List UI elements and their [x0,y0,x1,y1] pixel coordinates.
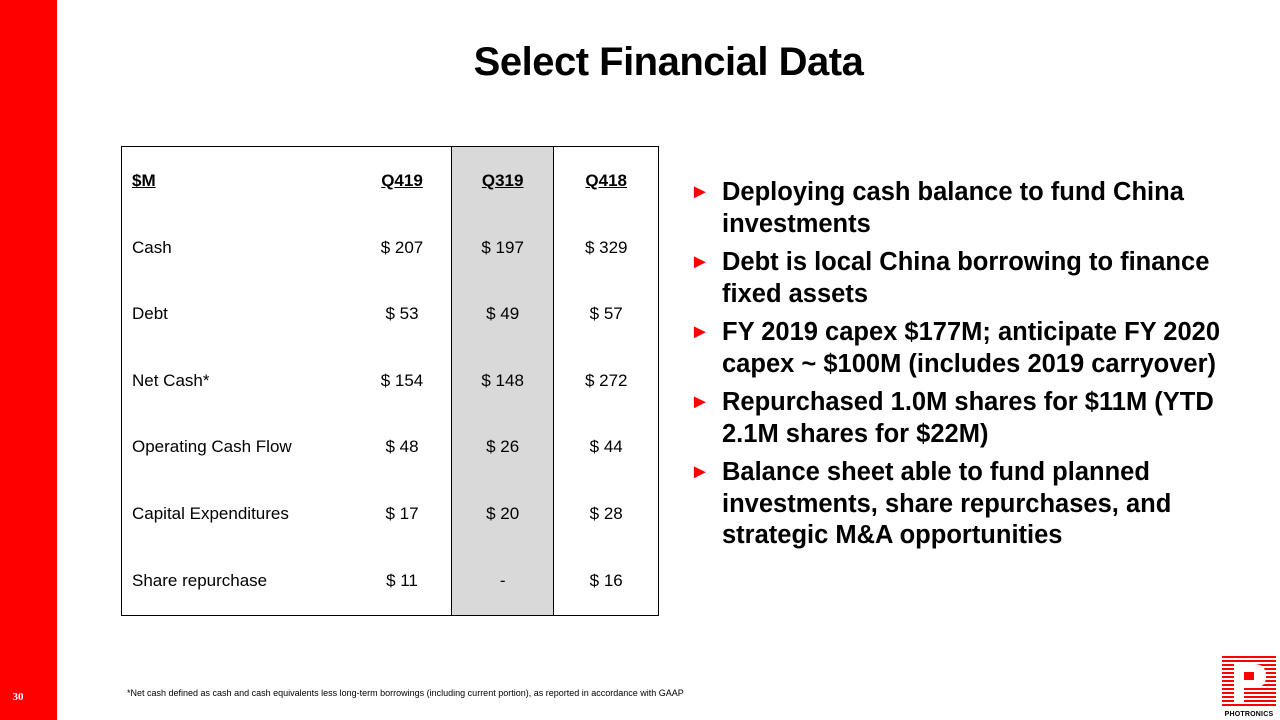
cell-value: $ 272 [584,370,628,390]
cell-value: - [450,547,555,616]
bullet-text: Repurchased 1.0M shares for $11M (YTD 2.… [722,388,1214,448]
bullet-item: ► Debt is local China borrowing to finan… [690,247,1220,310]
red-arrow-icon: ► [690,181,710,203]
cell-value: $ 20 [450,480,555,548]
bullet-item: ► Balance sheet able to fund planned inv… [690,457,1220,552]
red-side-bar [0,0,57,720]
cell-value: $ 44 [589,437,623,457]
cell-value: $ 11 [386,571,418,591]
cell-value: $ 26 [450,414,555,481]
red-arrow-icon: ► [690,391,710,413]
cell-value: $ 49 [450,281,555,348]
table-header-q419: Q419 [381,170,423,190]
bullet-item: ► FY 2019 capex $177M; anticipate FY 202… [690,317,1220,380]
bullet-item: ► Deploying cash balance to fund China i… [690,177,1220,240]
table-header-q418: Q418 [585,170,628,190]
table-row: Debt $ 53 $ 49 $ 57 [122,281,659,348]
cell-value: $ 28 [589,504,623,523]
table-row: Net Cash* $ 154 $ 148 $ 272 [122,347,659,415]
table-row: Cash $ 207 $ 197 $ 329 [122,214,659,282]
cell-value: $ 17 [385,504,419,523]
table-header-label: $M [132,170,156,190]
row-label: Share repurchase [132,571,268,591]
red-arrow-icon: ► [690,461,710,483]
bullet-text: Debt is local China borrowing to finance… [722,248,1210,308]
row-label: Capital Expenditures [132,504,289,523]
red-arrow-icon: ► [690,321,710,343]
bullet-text: Deploying cash balance to fund China inv… [722,178,1184,238]
slide-title: Select Financial Data [473,40,864,84]
photronics-logo: PHOTRONICS [1220,654,1278,720]
cell-value: $ 154 [380,370,424,390]
cell-value: $ 48 [385,437,419,457]
cell-value: $ 207 [380,237,424,257]
cell-value: $ 329 [584,237,628,257]
bullet-text: Balance sheet able to fund planned inves… [722,458,1172,549]
table-header-q319: Q319 [450,146,555,215]
bullet-list: ► Deploying cash balance to fund China i… [690,177,1220,559]
table-row: Capital Expenditures $ 17 $ 20 $ 28 [122,480,659,548]
cell-value: $ 148 [450,347,555,415]
cell-value: $ 53 [385,304,419,324]
page-number: 30 [12,691,24,703]
row-label: Net Cash* [132,370,210,390]
cell-value: $ 16 [589,571,623,591]
row-label: Operating Cash Flow [132,437,292,457]
row-label: Debt [132,304,168,324]
red-arrow-icon: ► [690,251,710,273]
table-row: Share repurchase $ 11 - $ 16 [122,547,659,616]
table-header-row: $M Q419 Q319 Q418 [122,146,659,215]
table-row: Operating Cash Flow $ 48 $ 26 $ 44 [122,414,659,481]
financial-data-table: $M Q419 Q319 Q418 Cash $ 207 $ 197 $ 329… [121,146,659,616]
row-label: Cash [132,237,172,257]
bullet-text: FY 2019 capex $177M; anticipate FY 2020 … [722,318,1221,378]
cell-value: $ 197 [450,214,555,282]
photronics-logo-icon [1220,654,1278,710]
footnote: *Net cash defined as cash and cash equiv… [127,688,684,698]
bullet-item: ► Repurchased 1.0M shares for $11M (YTD … [690,387,1220,450]
cell-value: $ 57 [589,304,623,324]
logo-text: PHOTRONICS [1224,711,1274,718]
